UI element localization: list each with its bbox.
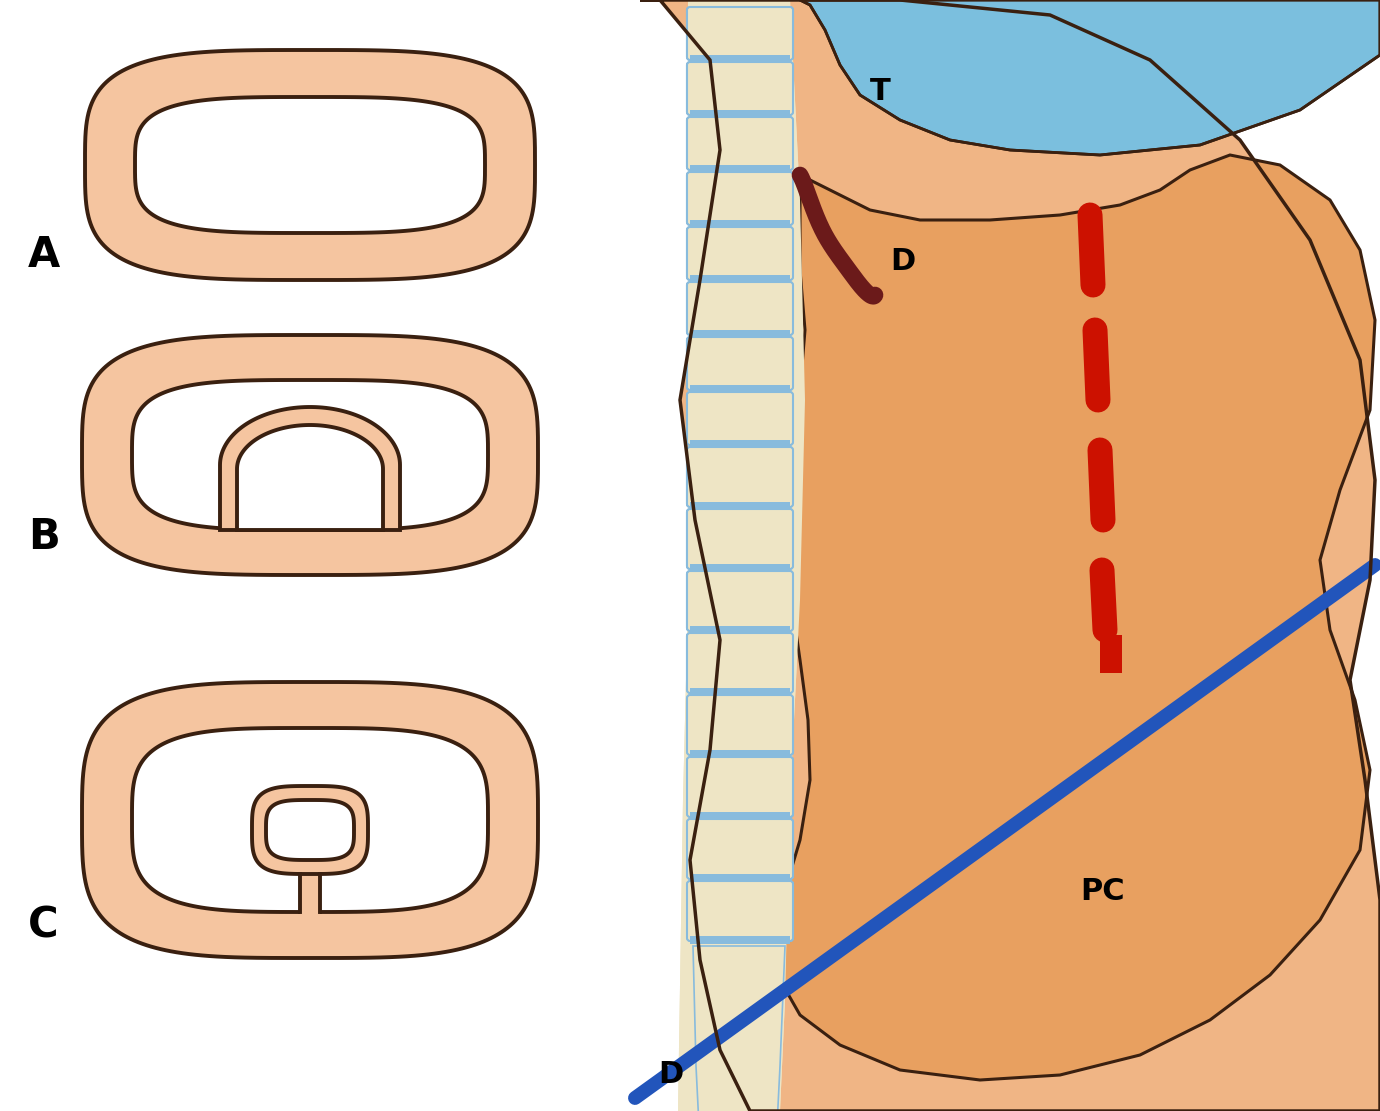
Bar bbox=[690, 688, 789, 695]
Bar bbox=[690, 276, 789, 283]
FancyBboxPatch shape bbox=[687, 62, 794, 116]
FancyBboxPatch shape bbox=[687, 447, 794, 507]
FancyBboxPatch shape bbox=[687, 282, 794, 336]
Bar bbox=[690, 502, 789, 510]
Polygon shape bbox=[81, 682, 538, 958]
FancyBboxPatch shape bbox=[687, 695, 794, 755]
FancyBboxPatch shape bbox=[687, 571, 794, 631]
FancyBboxPatch shape bbox=[687, 337, 794, 390]
Text: B: B bbox=[28, 516, 59, 558]
Polygon shape bbox=[693, 945, 785, 1111]
FancyBboxPatch shape bbox=[687, 819, 794, 879]
Text: D: D bbox=[658, 1060, 683, 1089]
Bar bbox=[690, 110, 789, 118]
FancyBboxPatch shape bbox=[687, 695, 794, 755]
Bar bbox=[690, 386, 789, 393]
FancyBboxPatch shape bbox=[687, 227, 794, 280]
Text: D: D bbox=[890, 247, 915, 276]
FancyBboxPatch shape bbox=[687, 819, 794, 879]
Bar bbox=[690, 750, 789, 758]
FancyBboxPatch shape bbox=[687, 447, 794, 507]
Bar bbox=[690, 220, 789, 228]
FancyBboxPatch shape bbox=[687, 7, 794, 60]
Bar bbox=[690, 276, 789, 283]
Bar bbox=[690, 625, 789, 634]
FancyBboxPatch shape bbox=[687, 881, 794, 941]
Bar bbox=[690, 564, 789, 572]
Bar bbox=[690, 750, 789, 758]
FancyBboxPatch shape bbox=[687, 282, 794, 336]
Polygon shape bbox=[132, 728, 489, 912]
Text: T: T bbox=[869, 77, 890, 106]
Bar bbox=[1100, 635, 1122, 673]
FancyBboxPatch shape bbox=[687, 337, 794, 390]
Bar bbox=[690, 386, 789, 393]
Polygon shape bbox=[132, 380, 489, 530]
FancyBboxPatch shape bbox=[687, 392, 794, 446]
Text: A: A bbox=[28, 234, 61, 276]
Bar bbox=[690, 440, 789, 448]
Polygon shape bbox=[135, 97, 484, 233]
Bar bbox=[690, 330, 789, 338]
Polygon shape bbox=[237, 426, 384, 530]
Bar bbox=[690, 166, 789, 173]
Bar bbox=[690, 440, 789, 448]
Polygon shape bbox=[81, 336, 538, 575]
Bar bbox=[690, 56, 789, 63]
Bar bbox=[690, 330, 789, 338]
Bar bbox=[690, 935, 789, 944]
Bar bbox=[690, 166, 789, 173]
Bar bbox=[690, 625, 789, 634]
Bar bbox=[690, 564, 789, 572]
Bar bbox=[690, 935, 789, 944]
FancyBboxPatch shape bbox=[687, 881, 794, 941]
FancyBboxPatch shape bbox=[687, 172, 794, 226]
FancyBboxPatch shape bbox=[687, 62, 794, 116]
FancyBboxPatch shape bbox=[687, 757, 794, 817]
Text: C: C bbox=[28, 904, 58, 945]
Polygon shape bbox=[253, 785, 368, 874]
Polygon shape bbox=[693, 945, 785, 1111]
FancyBboxPatch shape bbox=[687, 633, 794, 693]
Polygon shape bbox=[640, 0, 1380, 1111]
Bar bbox=[690, 812, 789, 820]
Bar bbox=[299, 872, 320, 914]
Polygon shape bbox=[86, 50, 535, 280]
FancyBboxPatch shape bbox=[687, 392, 794, 446]
FancyBboxPatch shape bbox=[687, 227, 794, 280]
Bar bbox=[690, 688, 789, 695]
Polygon shape bbox=[266, 800, 355, 860]
FancyBboxPatch shape bbox=[687, 757, 794, 817]
Polygon shape bbox=[678, 0, 805, 1111]
FancyBboxPatch shape bbox=[687, 509, 794, 569]
FancyBboxPatch shape bbox=[687, 117, 794, 170]
Bar bbox=[690, 56, 789, 63]
Polygon shape bbox=[800, 0, 1380, 156]
FancyBboxPatch shape bbox=[687, 172, 794, 226]
Text: PC: PC bbox=[1081, 877, 1125, 905]
Bar bbox=[690, 220, 789, 228]
Bar bbox=[690, 502, 789, 510]
FancyBboxPatch shape bbox=[687, 633, 794, 693]
Bar bbox=[690, 874, 789, 882]
Polygon shape bbox=[678, 0, 805, 1111]
Polygon shape bbox=[776, 156, 1374, 1080]
FancyBboxPatch shape bbox=[687, 117, 794, 170]
FancyBboxPatch shape bbox=[687, 7, 794, 60]
Polygon shape bbox=[219, 407, 400, 530]
FancyBboxPatch shape bbox=[687, 509, 794, 569]
FancyBboxPatch shape bbox=[687, 571, 794, 631]
Bar bbox=[690, 812, 789, 820]
Bar bbox=[690, 874, 789, 882]
Bar bbox=[690, 110, 789, 118]
